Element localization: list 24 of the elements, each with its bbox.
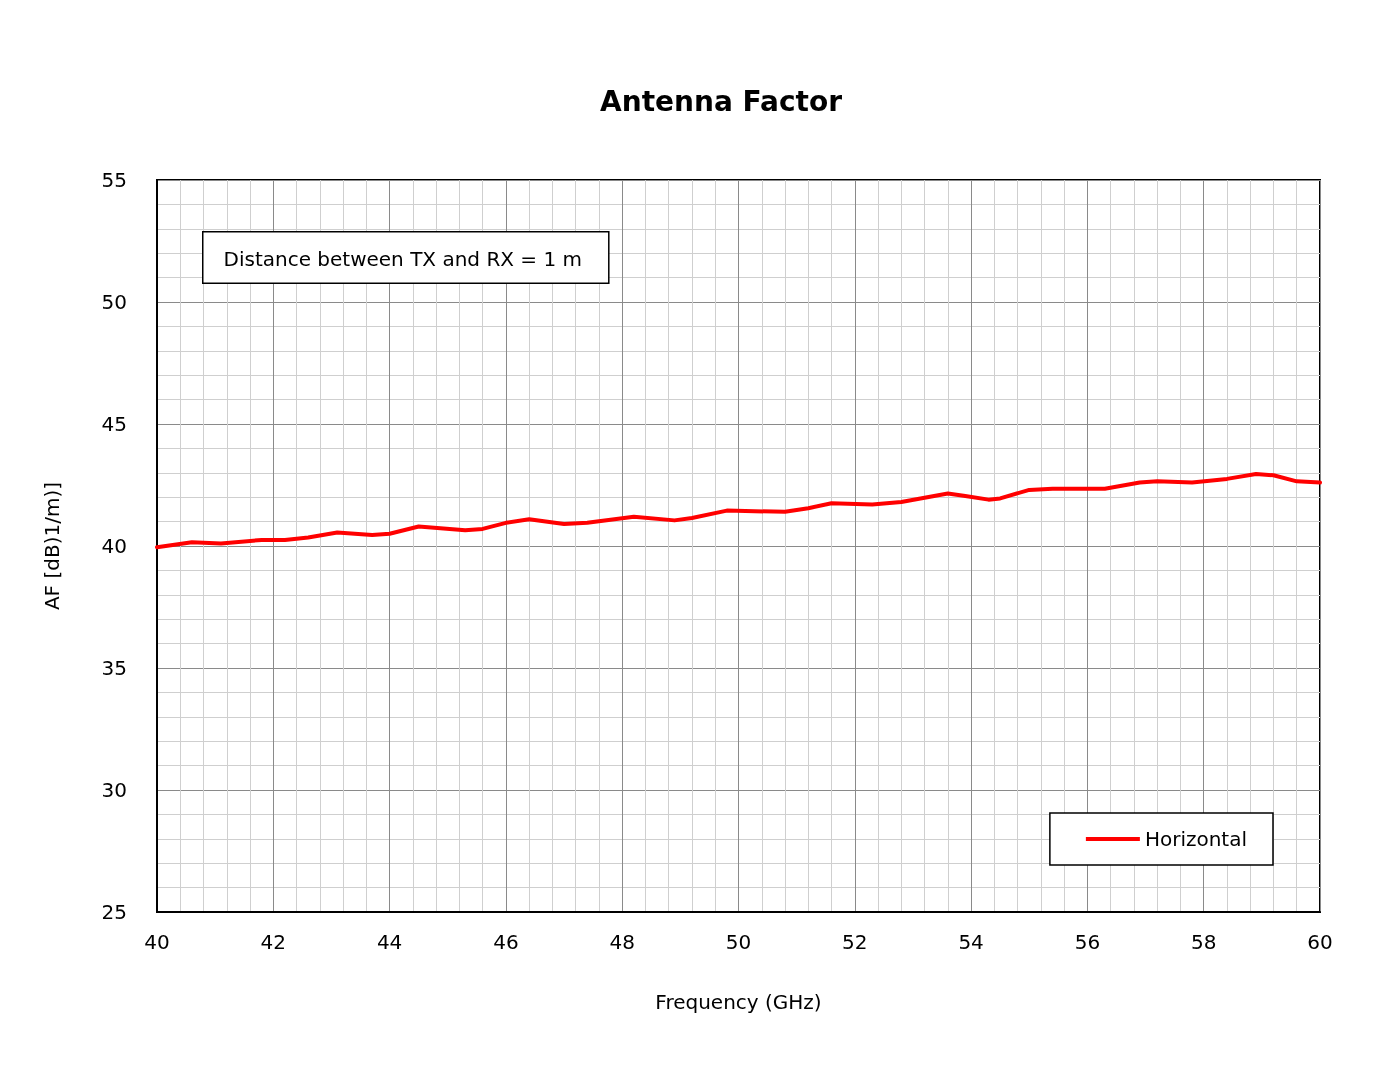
y-tick-label: 55 (101, 168, 127, 192)
y-tick-label: 35 (101, 656, 127, 680)
legend-label: Horizontal (1144, 827, 1248, 851)
line-series (155, 472, 1322, 550)
x-tick-label: 52 (842, 930, 868, 954)
x-tick-label: 44 (376, 930, 403, 954)
y-tick-label: 50 (101, 290, 127, 314)
y-axis-title: AF [dB)1/m)] (40, 481, 64, 611)
y-tick-label: 40 (101, 534, 127, 558)
x-tick-label: 58 (1190, 930, 1217, 954)
x-tick-label: 60 (1307, 930, 1333, 954)
x-tick-label: 40 (144, 930, 170, 954)
chart-title: Antenna Factor (600, 84, 843, 118)
x-axis-title: Frequency (GHz) (655, 990, 822, 1014)
annotation: Distance between TX and RX = 1 m (223, 246, 583, 271)
x-tick-label: 56 (1074, 930, 1101, 954)
y-tick-label: 30 (101, 778, 127, 802)
x-tick-label: 50 (725, 930, 752, 954)
x-tick-label: 48 (609, 930, 635, 954)
x-tick-label: 42 (260, 930, 287, 954)
y-tick-label: 25 (101, 900, 127, 924)
x-tick-label: 46 (493, 930, 519, 954)
y-tick-label: 45 (101, 412, 127, 436)
x-tick-label: 54 (958, 930, 984, 954)
